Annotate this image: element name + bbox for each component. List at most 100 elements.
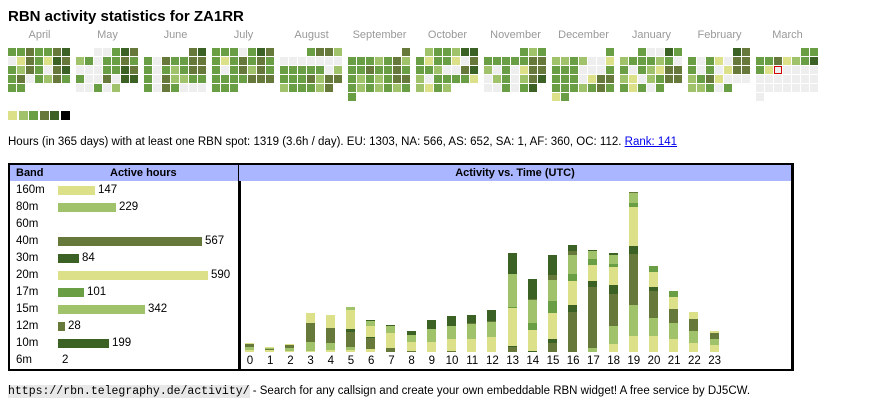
day-cell[interactable] xyxy=(629,84,637,92)
day-cell[interactable] xyxy=(307,66,315,74)
day-cell[interactable] xyxy=(688,84,696,92)
day-cell[interactable] xyxy=(112,75,120,83)
day-cell[interactable] xyxy=(688,75,696,83)
day-cell[interactable] xyxy=(810,48,818,56)
day-cell[interactable] xyxy=(579,84,587,92)
day-cell[interactable] xyxy=(638,84,646,92)
day-cell[interactable] xyxy=(484,57,492,65)
day-cell[interactable] xyxy=(665,75,673,83)
day-cell[interactable] xyxy=(810,57,818,65)
day-cell[interactable] xyxy=(402,57,410,65)
day-cell[interactable] xyxy=(189,75,197,83)
day-cell[interactable] xyxy=(561,75,569,83)
day-cell[interactable] xyxy=(579,66,587,74)
day-cell[interactable] xyxy=(94,57,102,65)
day-cell[interactable] xyxy=(26,57,34,65)
day-cell[interactable] xyxy=(325,48,333,56)
day-cell[interactable] xyxy=(375,57,383,65)
day-cell[interactable] xyxy=(348,93,356,101)
day-cell[interactable] xyxy=(85,75,93,83)
day-cell[interactable] xyxy=(280,84,288,92)
day-cell[interactable] xyxy=(393,57,401,65)
day-cell[interactable] xyxy=(674,75,682,83)
day-cell[interactable] xyxy=(756,84,764,92)
day-cell[interactable] xyxy=(289,66,297,74)
day-cell[interactable] xyxy=(366,57,374,65)
day-cell[interactable] xyxy=(266,66,274,74)
day-cell[interactable] xyxy=(44,66,52,74)
day-cell[interactable] xyxy=(783,75,791,83)
day-cell[interactable] xyxy=(280,57,288,65)
day-cell[interactable] xyxy=(85,66,93,74)
day-cell[interactable] xyxy=(724,75,732,83)
day-cell[interactable] xyxy=(121,57,129,65)
day-cell[interactable] xyxy=(597,66,605,74)
day-cell[interactable] xyxy=(357,75,365,83)
day-cell[interactable] xyxy=(366,75,374,83)
day-cell[interactable] xyxy=(520,48,528,56)
day-cell[interactable] xyxy=(230,66,238,74)
day-cell[interactable] xyxy=(112,84,120,92)
day-cell[interactable] xyxy=(538,66,546,74)
day-cell[interactable] xyxy=(552,66,560,74)
day-cell[interactable] xyxy=(520,66,528,74)
day-cell[interactable] xyxy=(674,57,682,65)
day-cell[interactable] xyxy=(733,75,741,83)
day-cell[interactable] xyxy=(257,66,265,74)
day-cell[interactable] xyxy=(121,48,129,56)
day-cell[interactable] xyxy=(461,57,469,65)
day-cell[interactable] xyxy=(189,66,197,74)
day-cell[interactable] xyxy=(248,48,256,56)
day-cell[interactable] xyxy=(461,66,469,74)
day-cell[interactable] xyxy=(239,75,247,83)
day-cell[interactable] xyxy=(715,84,723,92)
day-cell[interactable] xyxy=(520,75,528,83)
day-cell[interactable] xyxy=(221,84,229,92)
day-cell[interactable] xyxy=(765,66,773,74)
day-cell[interactable] xyxy=(538,57,546,65)
day-cell[interactable] xyxy=(103,48,111,56)
day-cell[interactable] xyxy=(53,66,61,74)
day-cell[interactable] xyxy=(94,84,102,92)
day-cell[interactable] xyxy=(656,75,664,83)
day-cell[interactable] xyxy=(153,84,161,92)
day-cell[interactable] xyxy=(511,84,519,92)
day-cell[interactable] xyxy=(239,66,247,74)
day-cell[interactable] xyxy=(484,66,492,74)
day-cell[interactable] xyxy=(325,57,333,65)
day-cell[interactable] xyxy=(212,66,220,74)
day-cell[interactable] xyxy=(570,57,578,65)
day-cell[interactable] xyxy=(239,48,247,56)
day-cell[interactable] xyxy=(529,66,537,74)
day-cell[interactable] xyxy=(425,57,433,65)
day-cell[interactable] xyxy=(647,84,655,92)
day-cell[interactable] xyxy=(198,57,206,65)
day-cell[interactable] xyxy=(765,57,773,65)
day-cell[interactable] xyxy=(348,66,356,74)
day-cell[interactable] xyxy=(416,84,424,92)
day-cell[interactable] xyxy=(298,66,306,74)
day-cell[interactable] xyxy=(502,75,510,83)
day-cell[interactable] xyxy=(62,48,70,56)
day-cell[interactable] xyxy=(774,84,782,92)
day-cell[interactable] xyxy=(248,57,256,65)
day-cell[interactable] xyxy=(384,75,392,83)
day-cell[interactable] xyxy=(688,66,696,74)
day-cell[interactable] xyxy=(561,84,569,92)
day-cell[interactable] xyxy=(8,66,16,74)
day-cell[interactable] xyxy=(239,57,247,65)
day-cell[interactable] xyxy=(130,57,138,65)
day-cell[interactable] xyxy=(452,75,460,83)
day-cell[interactable] xyxy=(697,75,705,83)
day-cell[interactable] xyxy=(76,66,84,74)
day-cell[interactable] xyxy=(248,66,256,74)
day-cell[interactable] xyxy=(511,75,519,83)
day-cell[interactable] xyxy=(212,75,220,83)
day-cell[interactable] xyxy=(416,75,424,83)
day-cell[interactable] xyxy=(162,75,170,83)
day-cell[interactable] xyxy=(742,66,750,74)
day-cell[interactable] xyxy=(17,84,25,92)
day-cell[interactable] xyxy=(792,75,800,83)
day-cell[interactable] xyxy=(443,66,451,74)
day-cell[interactable] xyxy=(171,84,179,92)
